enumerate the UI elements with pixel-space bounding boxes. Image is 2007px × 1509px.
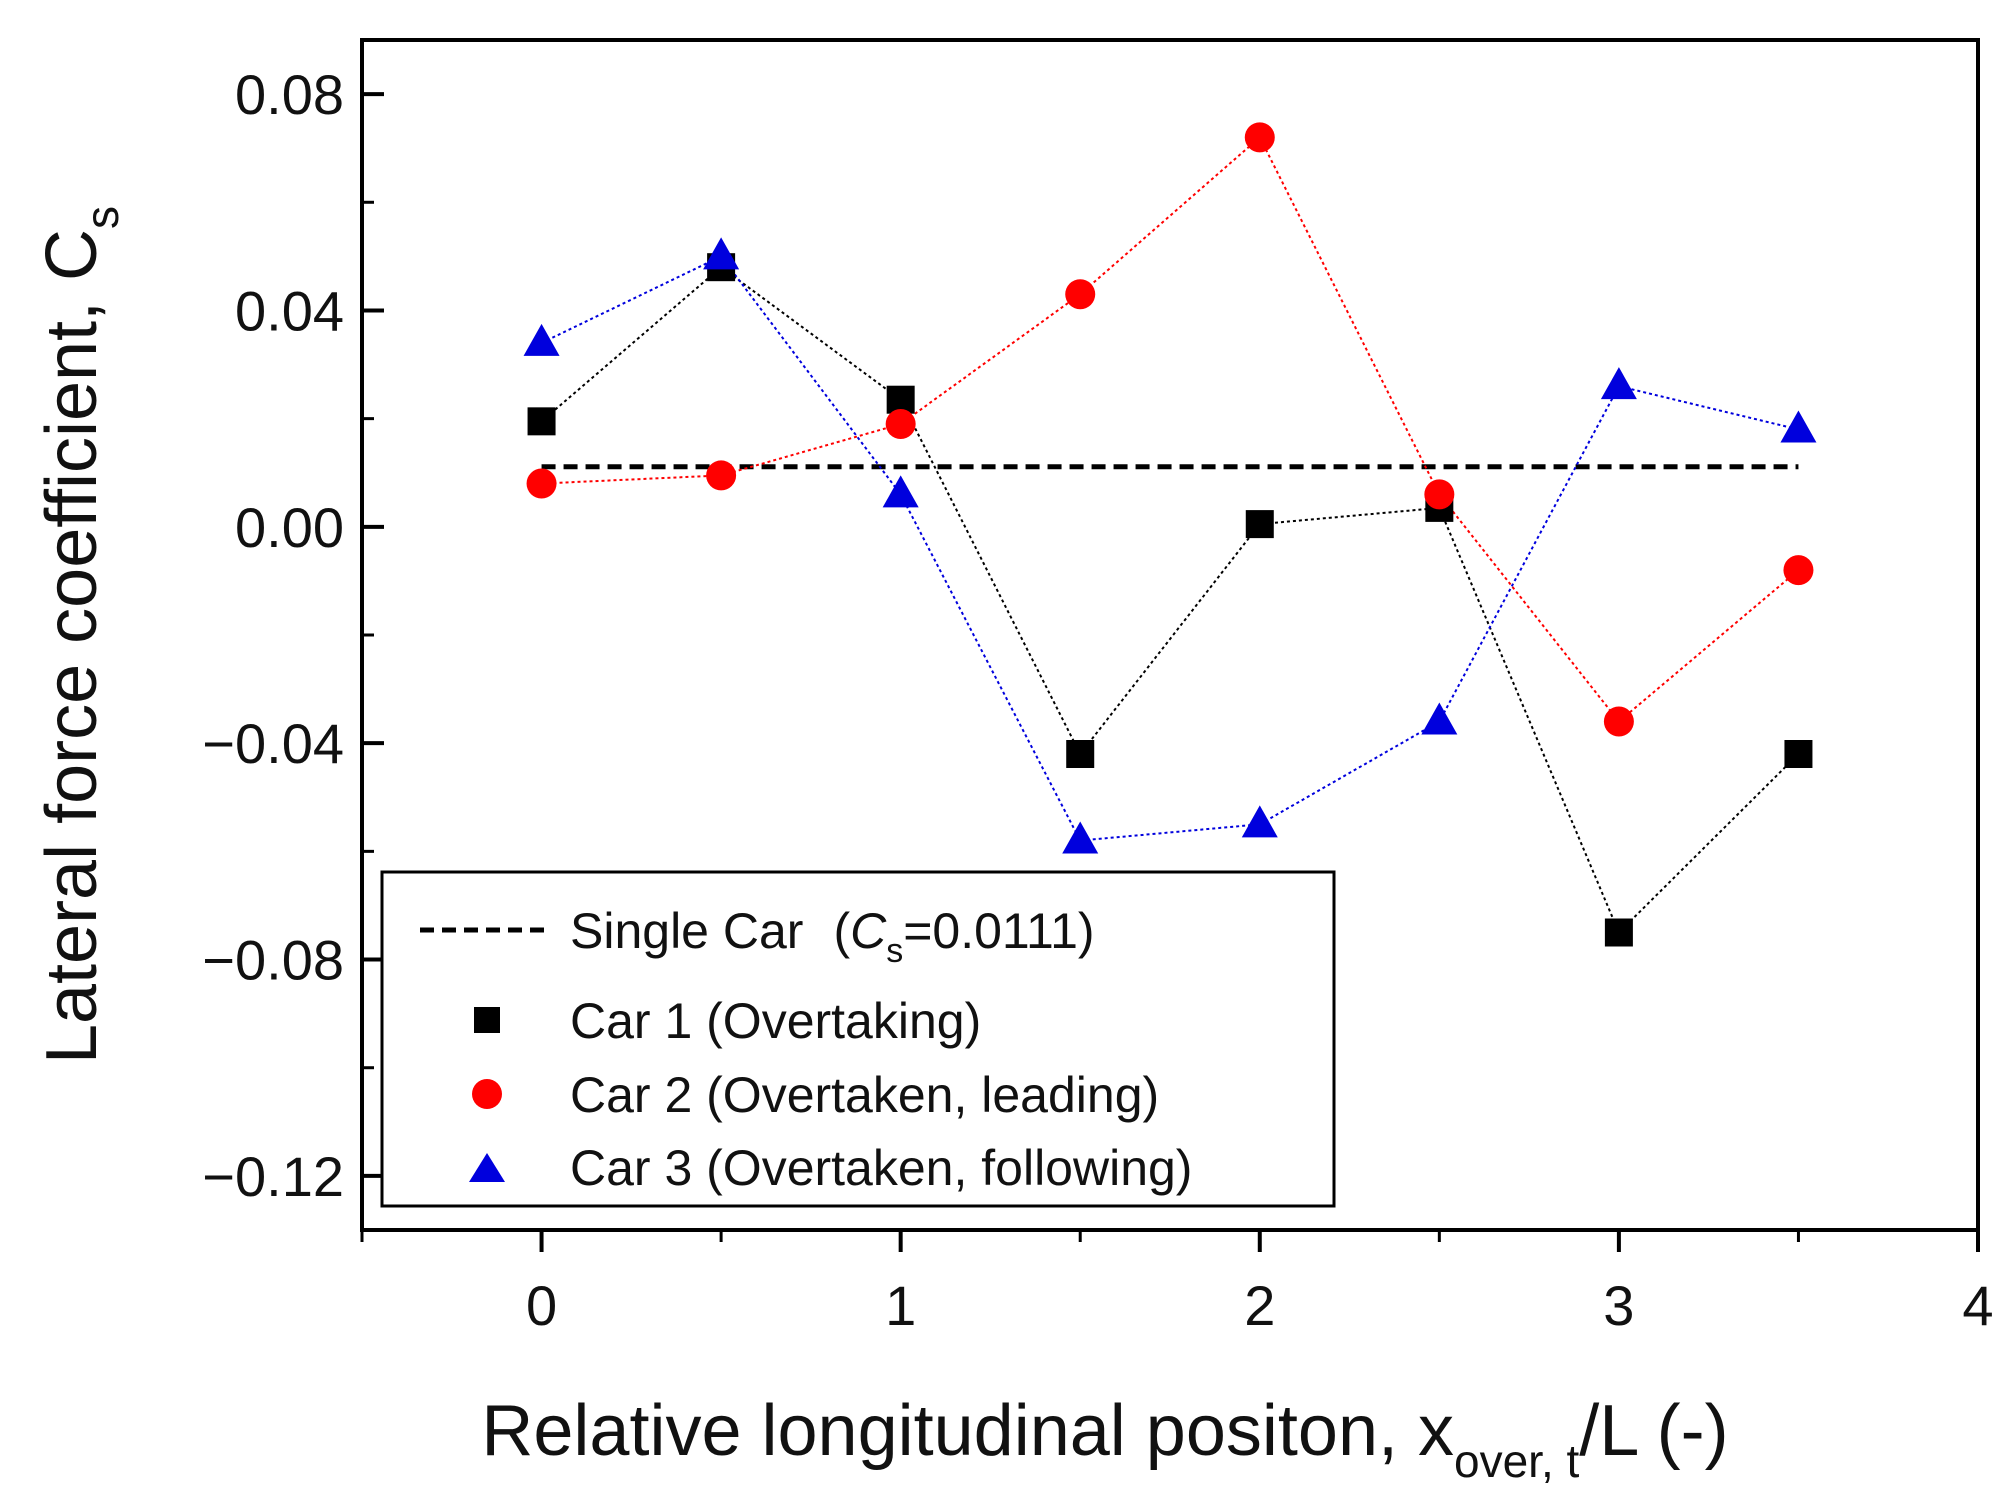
x-tick-label: 0 [526, 1274, 557, 1337]
car-3-point [703, 237, 740, 270]
legend-ref-open: ( [833, 903, 850, 959]
y-tick-label: −0.04 [202, 712, 344, 775]
x-axis-title-subscript: over, t [1454, 1435, 1580, 1487]
car-2-point [1065, 279, 1096, 310]
car-1-point [1604, 918, 1633, 947]
y-tick-label: 0.00 [235, 496, 344, 559]
x-axis-title: Relative longitudinal positon, xover, t/… [481, 1391, 1728, 1487]
car-2-point [526, 468, 557, 499]
car-2-point [1603, 706, 1634, 737]
x-tick-label: 1 [885, 1274, 916, 1337]
car-2-point [885, 409, 916, 440]
y-tick-label: −0.12 [202, 1145, 344, 1208]
car-3-point [1062, 821, 1099, 854]
y-axis-title: Lateral force coefficient, Cs [32, 206, 128, 1064]
y-axis-ticks: 0.08 0.04 0.00 −0.04 −0.08 −0.12 [202, 63, 384, 1208]
legend-car1-marker [474, 1007, 500, 1033]
car-3-point [882, 475, 919, 508]
legend-ref-text: Single Car [570, 903, 803, 959]
y-axis-title-subscript: s [76, 206, 128, 229]
series-line-car-2 [541, 135, 1800, 723]
car-3-point [1421, 702, 1458, 735]
legend-ref-value: =0.0111) [903, 903, 1094, 959]
x-tick-label: 2 [1244, 1274, 1275, 1337]
x-axis-ticks: 0 1 2 3 4 [360, 1230, 1994, 1337]
x-axis-title-suffix: /L (-) [1579, 1391, 1728, 1471]
legend-ref-symbol-sub: s [886, 932, 903, 970]
legend: Single Car (Cs=0.0111) Car 1 (Overtaking)… [380, 870, 1336, 1208]
car-2-point [706, 460, 737, 491]
legend-car2-marker [472, 1079, 502, 1109]
car-1-point [1245, 510, 1274, 539]
car-2-point [1244, 122, 1275, 153]
legend-car3-label: Car 3 (Overtaken, following) [570, 1140, 1192, 1196]
car-1-point [1784, 740, 1813, 768]
series-line-car-1 [540, 265, 1800, 935]
legend-car3-marker [469, 1153, 505, 1182]
series-line-car-3 [541, 255, 1799, 842]
car-3-point [523, 323, 560, 356]
legend-car1-label: Car 1 (Overtaking) [570, 993, 981, 1049]
car-3-point [1600, 367, 1637, 400]
x-tick-label: 3 [1603, 1274, 1634, 1337]
car-2-point [1783, 555, 1814, 586]
y-tick-label: −0.08 [202, 929, 344, 992]
car-3-point [1780, 410, 1817, 443]
x-axis-title-main: Relative longitudinal positon, x [481, 1391, 1454, 1471]
x-tick-label: 4 [1962, 1274, 1993, 1337]
car-1-point [527, 407, 556, 436]
legend-ref-symbol: C [850, 903, 887, 959]
car-1-point [886, 385, 915, 414]
y-tick-label: 0.08 [235, 63, 344, 126]
y-axis-title-main: Lateral force coefficient, C [32, 229, 112, 1064]
series-layer [523, 122, 1817, 947]
legend-car2-label: Car 2 (Overtaken, leading) [570, 1067, 1159, 1123]
legend-ref-label: Single Car (Cs=0.0111) [570, 903, 1095, 970]
car-3-point [1241, 805, 1278, 838]
car-1-point [1066, 740, 1095, 768]
car-2-point [1424, 479, 1455, 510]
y-tick-label: 0.04 [235, 279, 344, 342]
